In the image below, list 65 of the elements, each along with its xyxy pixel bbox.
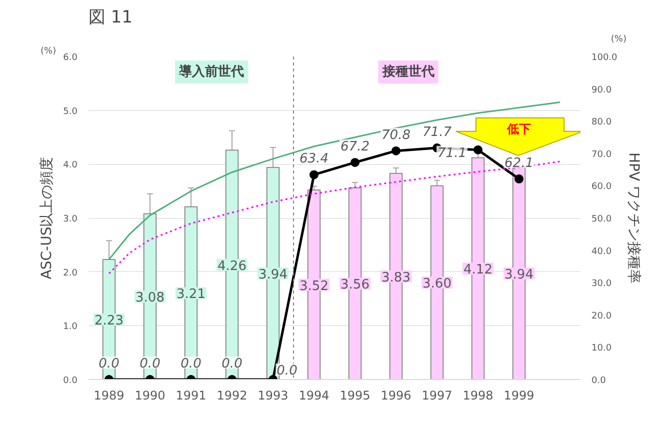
x-tick-label: 1993 (258, 388, 288, 402)
data-label: 0.0 (222, 356, 242, 372)
data-label: 3.21 (176, 287, 206, 302)
y-tick-label: 4.0 (63, 160, 78, 171)
y-axis-title: ASC-US以上の頻度 (39, 156, 56, 280)
point (514, 174, 524, 184)
y2-tick-label: 30.0 (592, 279, 612, 290)
data-label: 3.83 (382, 270, 410, 286)
y2-axis-title: HPV ワクチン接種率 (625, 152, 642, 284)
annotation: 接種世代 (381, 64, 434, 80)
x-tick-label: 1999 (504, 388, 534, 402)
data-label: 0.0 (98, 356, 120, 372)
text: (%) (610, 34, 627, 44)
y-tick-label: 1.0 (63, 322, 78, 332)
y2-tick-label: 10.0 (592, 344, 612, 354)
y-tick-label: 3.0 (63, 214, 78, 224)
point (474, 145, 482, 154)
x-tick-label: 1996 (380, 388, 412, 402)
data-label: 2.23 (94, 313, 124, 328)
y2-tick-label: 50.0 (592, 214, 612, 224)
x-tick-label: 1992 (216, 388, 248, 402)
y2-tick-label: 40.0 (592, 246, 612, 257)
data-label: 3.60 (422, 276, 452, 292)
data-label: 4.12 (464, 262, 492, 278)
x-tick-label: 1998 (462, 388, 494, 402)
data-label: 3.52 (300, 278, 328, 294)
data-label: 67.2 (340, 139, 370, 154)
y2-tick-label: 0.0 (592, 376, 606, 386)
data-label: 3.94 (504, 267, 534, 282)
point (392, 146, 400, 156)
x-tick-label: 1990 (134, 388, 166, 402)
data-label: 71.7 (422, 124, 452, 140)
data-label: 71.1 (438, 146, 466, 161)
y2-tick-label: 100.0 (592, 53, 618, 63)
y-tick-label: 5.0 (63, 106, 78, 117)
y2-tick-label: 20.0 (592, 311, 612, 322)
x-tick-label: 1997 (422, 388, 452, 402)
data-label: 62.1 (504, 156, 534, 171)
data-label: 3.08 (136, 290, 164, 306)
x-tick-label: 1995 (340, 388, 370, 402)
y2-tick-label: 60.0 (592, 182, 612, 192)
y-tick-label: 0.0 (63, 376, 78, 386)
data-label: 0.0 (140, 356, 160, 372)
text: (%) (40, 46, 56, 56)
y-tick-label: 6.0 (63, 53, 78, 63)
x-tick-label: 1991 (176, 388, 206, 402)
y2-tick-label: 80.0 (592, 118, 612, 128)
data-label: 3.56 (340, 278, 370, 293)
data-label: 70.8 (382, 128, 410, 143)
x-tick-label: 1989 (94, 388, 124, 402)
data-label: 4.26 (218, 258, 246, 274)
line-series (108, 102, 561, 260)
y2-tick-label: 70.0 (592, 150, 612, 160)
annotation: 導入前世代 (178, 64, 244, 80)
annotation: 低下 (506, 122, 531, 136)
point (350, 158, 360, 167)
data-label: 0.0 (276, 364, 298, 378)
data-label: 63.4 (300, 152, 328, 167)
y-tick-label: 2.0 (63, 268, 78, 278)
x-tick-label: 1994 (298, 388, 330, 402)
point (310, 170, 318, 180)
chart-title: 図 11 (88, 8, 133, 28)
data-label: 0.0 (180, 356, 202, 372)
data-label: 3.94 (258, 267, 288, 282)
y2-tick-label: 90.0 (592, 85, 612, 96)
